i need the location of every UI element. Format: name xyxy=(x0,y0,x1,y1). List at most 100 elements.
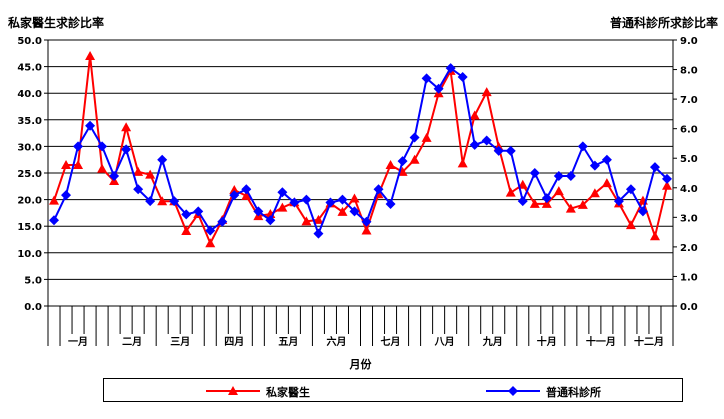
series-0-point xyxy=(121,122,132,132)
series-0-point xyxy=(361,225,372,235)
chart-legend: 私家醫生 普通科診所 xyxy=(103,378,683,402)
series-1-point xyxy=(637,206,648,217)
series-1-point xyxy=(133,184,144,195)
series-1-point xyxy=(193,206,204,217)
series-0-point xyxy=(97,163,108,173)
month-label: 四月 xyxy=(224,336,244,348)
series-1-point xyxy=(97,141,108,152)
series-0-point xyxy=(385,160,396,170)
x-axis-title: 月份 xyxy=(349,357,373,371)
series-0-point xyxy=(241,190,252,200)
series-0-point xyxy=(337,206,348,216)
series-0-point xyxy=(277,202,288,212)
month-label-bg xyxy=(322,334,351,348)
series-0-point xyxy=(229,185,240,195)
legend-swatch-gop-clinic xyxy=(486,386,540,396)
series-1-point xyxy=(121,144,132,155)
legend-label-private-doctor: 私家醫生 xyxy=(266,386,310,399)
series-0-point xyxy=(85,50,96,60)
series-0-point xyxy=(661,180,672,190)
series-1-point xyxy=(661,173,672,184)
series-1-point xyxy=(109,170,120,181)
month-label-bg xyxy=(629,334,669,348)
series-1-point xyxy=(217,216,228,227)
series-1-point xyxy=(541,193,552,204)
y-right-tick-label: 6.0 xyxy=(680,125,698,136)
series-0-point xyxy=(553,186,564,196)
series-1-point xyxy=(601,154,612,165)
month-label-bg xyxy=(274,334,303,348)
dual-axis-line-chart: 0.0 5.0 10.0 15.0 20.0 25.0 30.0 35.0 40.0 45.0 50… xyxy=(17,36,698,371)
series-0-point xyxy=(625,220,636,230)
series-0-point xyxy=(565,203,576,213)
series-1-point xyxy=(145,196,156,207)
series-0-point xyxy=(505,187,516,197)
y-left-tick-label: 45.0 xyxy=(17,63,42,74)
series-0-point xyxy=(313,214,324,224)
series-0-point xyxy=(577,199,588,209)
series-1-point xyxy=(397,156,408,167)
series-1-point xyxy=(61,190,72,201)
y-right-tick-label: 8.0 xyxy=(680,66,698,77)
series-0-point xyxy=(301,216,312,226)
series-1-point xyxy=(649,162,660,173)
series-0-point xyxy=(205,238,216,248)
series-1-point xyxy=(457,71,468,82)
month-label-bg xyxy=(581,334,621,348)
series-1-point xyxy=(529,168,540,178)
series-1-point xyxy=(349,206,360,217)
series-0-point xyxy=(349,193,360,203)
legend-label-gop-clinic: 普通科診所 xyxy=(546,386,601,399)
series-0-point xyxy=(601,178,612,188)
series-1-point xyxy=(373,184,384,195)
legend-swatch-private-doctor xyxy=(206,386,260,395)
series-0-point xyxy=(421,132,432,142)
y-right-tick-label: 7.0 xyxy=(680,95,698,106)
month-label-bg xyxy=(376,334,405,348)
month-label: 三月 xyxy=(170,336,190,348)
series-0-point xyxy=(157,196,168,206)
series-1-point xyxy=(481,135,492,146)
series-line-0 xyxy=(53,55,668,246)
y-left-tick-label: 20.0 xyxy=(17,196,42,207)
y-left-tick-label: 15.0 xyxy=(17,222,42,233)
y-right-tick-label: 0.0 xyxy=(680,302,698,313)
month-label-bg xyxy=(64,334,93,348)
series-0-point xyxy=(541,198,552,208)
y-left-tick-label: 0.0 xyxy=(24,302,42,313)
month-label-bg xyxy=(430,334,459,348)
y-left-tick-label: 50.0 xyxy=(17,36,42,47)
y-right-tick-label: 5.0 xyxy=(680,154,698,165)
series-1-point xyxy=(361,216,372,227)
series-1-point xyxy=(577,141,588,152)
series-0-point xyxy=(649,231,660,241)
series-1-point xyxy=(337,194,348,205)
month-label: 七月 xyxy=(381,335,401,348)
series-1-point xyxy=(205,225,216,236)
series-1-point xyxy=(589,160,600,171)
series-1-point xyxy=(553,170,564,181)
series-1-point xyxy=(181,209,192,220)
month-label-bg xyxy=(166,334,195,348)
y-right-tick-label: 4.0 xyxy=(680,184,698,195)
month-label: 五月 xyxy=(278,336,298,348)
series-1-point xyxy=(517,196,528,207)
month-label: 六月 xyxy=(326,335,346,348)
y-left-tick-label: 5.0 xyxy=(24,275,42,286)
month-label: 十月 xyxy=(537,335,557,348)
y-right-tick-label: 1.0 xyxy=(680,272,698,283)
series-1-point xyxy=(625,184,636,195)
series-0-point xyxy=(589,188,600,198)
month-label-bg xyxy=(220,334,249,348)
series-1-point xyxy=(385,199,396,210)
left-axis-title: 私家醫生求診比率 xyxy=(8,16,105,30)
y-left-tick-label: 40.0 xyxy=(17,89,42,100)
series-1-point xyxy=(229,190,240,201)
series-1-point xyxy=(301,194,312,205)
series-0-point xyxy=(469,110,480,120)
y-left-tick-label: 10.0 xyxy=(17,249,42,260)
series-1-point xyxy=(469,139,480,150)
series-line-1 xyxy=(53,66,668,237)
series-0-point xyxy=(49,195,60,205)
y-right-tick-label: 2.0 xyxy=(680,243,698,254)
